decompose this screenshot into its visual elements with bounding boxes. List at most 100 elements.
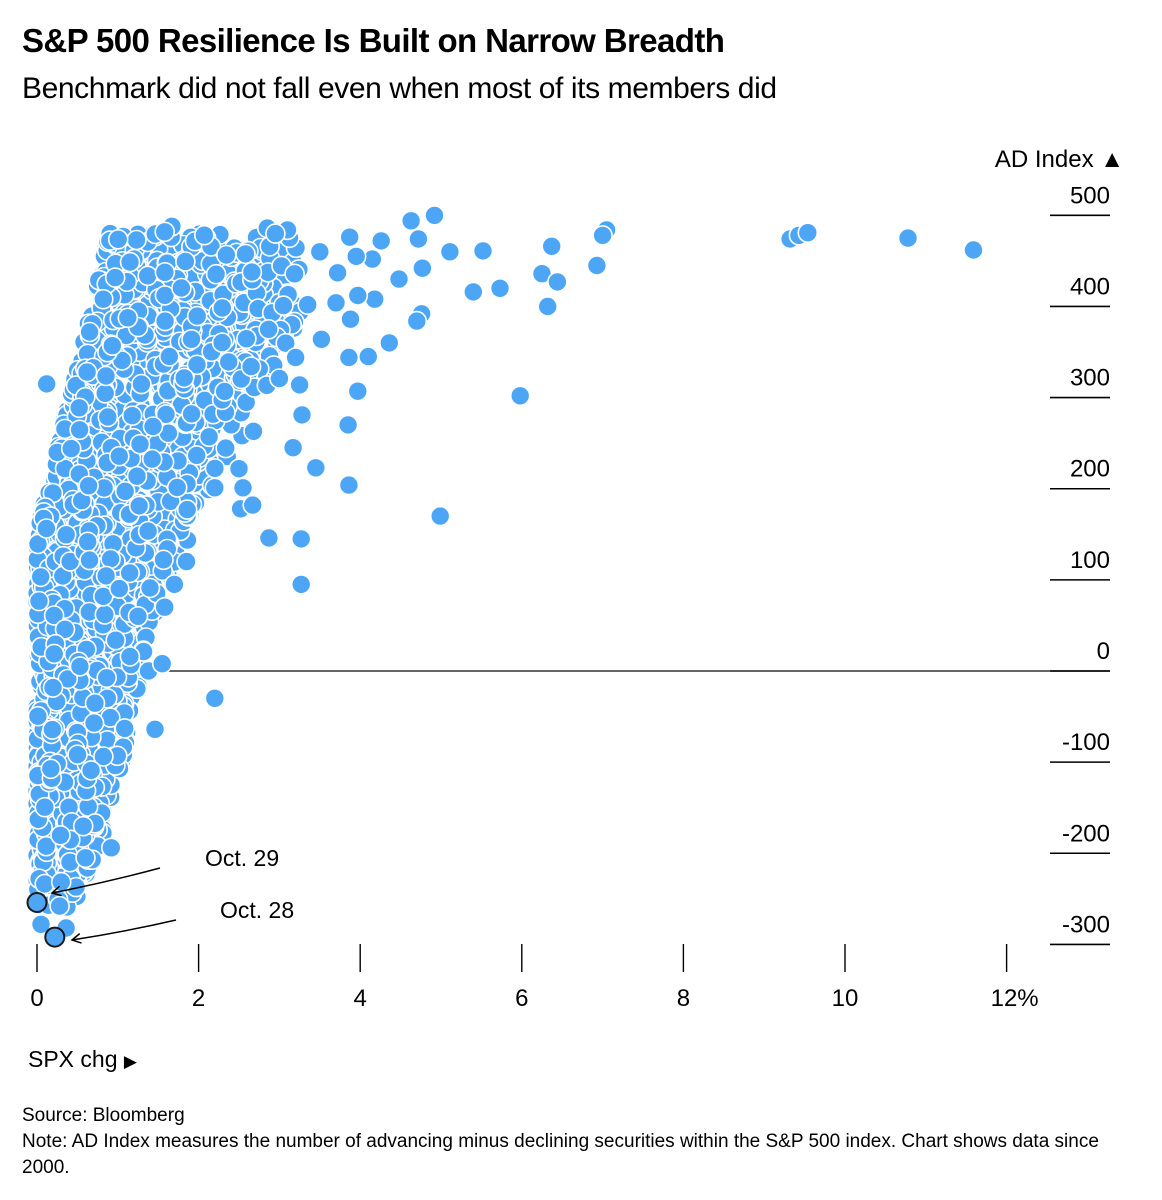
data-point [378, 332, 400, 354]
x-tick-label: 0 [30, 985, 43, 1012]
data-point [35, 835, 57, 857]
data-point [204, 477, 226, 499]
data-point [176, 499, 198, 520]
data-point [119, 251, 141, 273]
data-point [43, 643, 65, 665]
x-tick-label: 10 [832, 985, 859, 1012]
data-point [126, 229, 147, 251]
data-point [347, 380, 369, 402]
data-point [100, 548, 121, 570]
arrowhead-icon [50, 885, 62, 897]
data-point [243, 420, 264, 442]
data-point [144, 718, 166, 740]
data-point [34, 796, 56, 818]
data-point [412, 257, 433, 279]
y-axis-label: AD Index ▲ [995, 146, 1124, 173]
y-tick-label: -200 [1062, 820, 1110, 847]
data-point [84, 692, 106, 714]
data-point [69, 656, 91, 677]
data-point [69, 419, 90, 441]
data-point [282, 437, 304, 459]
data-point [95, 365, 117, 387]
data-point [291, 404, 313, 426]
data-point [214, 381, 235, 402]
x-tick-label: 12% [991, 985, 1039, 1012]
data-point [439, 241, 461, 263]
data-point [141, 448, 163, 470]
x-tick-label: 6 [515, 985, 528, 1012]
data-point [236, 328, 257, 350]
data-point [42, 719, 63, 740]
x-axis-label-text: SPX chg [28, 1046, 118, 1072]
annotation-label: Oct. 28 [220, 897, 294, 923]
y-tick-label: 200 [1070, 456, 1110, 483]
data-point [963, 239, 984, 261]
data-point [370, 230, 392, 252]
methodology-note: Note: AD Index measures the number of ad… [22, 1131, 1099, 1178]
data-point [139, 577, 161, 599]
data-point [232, 477, 254, 499]
data-point [181, 403, 202, 425]
data-point [198, 426, 220, 448]
y-tick-label: 400 [1070, 273, 1110, 300]
x-tick-label: 8 [677, 985, 690, 1012]
data-point [114, 480, 136, 502]
data-point [408, 228, 429, 250]
data-point [40, 758, 62, 780]
data-point [102, 335, 123, 357]
data-point [400, 210, 422, 232]
data-point [36, 518, 57, 539]
data-point [36, 373, 58, 395]
data-point [164, 574, 185, 595]
data-point [240, 356, 262, 377]
data-point [107, 229, 129, 250]
data-point [96, 667, 117, 689]
data-point [290, 574, 312, 595]
data-point [347, 285, 369, 306]
data-point [339, 226, 361, 248]
data-point [325, 292, 347, 314]
data-point [242, 494, 263, 516]
data-point [345, 246, 367, 267]
data-point [472, 240, 494, 262]
y-tick-label: -100 [1062, 729, 1110, 756]
points-layer [26, 205, 984, 948]
x-tick-label: 4 [354, 985, 367, 1012]
data-point [285, 347, 306, 368]
data-point [114, 718, 135, 739]
data-point [154, 596, 175, 618]
data-point [216, 244, 237, 266]
annotation-arrow [71, 919, 177, 941]
data-point [80, 760, 102, 781]
data-point [142, 416, 164, 437]
data-point [273, 295, 294, 316]
highlighted-point [44, 926, 66, 948]
data-point [54, 618, 76, 640]
data-point [357, 346, 379, 367]
data-point [175, 251, 196, 272]
chart-title: S&P 500 Resilience Is Built on Narrow Br… [22, 22, 725, 59]
x-tick-label: 2 [192, 985, 205, 1012]
data-point [137, 520, 159, 542]
data-point [93, 288, 114, 310]
data-point [151, 653, 173, 675]
footer: Source: Bloomberg Note: AD Index measure… [22, 1103, 1142, 1181]
data-point [509, 385, 531, 407]
data-point [75, 847, 96, 869]
data-point [305, 457, 327, 479]
data-point [194, 224, 215, 246]
data-point [72, 815, 94, 837]
chart-subtitle: Benchmark did not fall even when most of… [22, 72, 777, 105]
data-point [541, 236, 563, 257]
data-point [104, 267, 126, 288]
y-tick-label: 300 [1070, 365, 1110, 392]
data-point [388, 268, 410, 290]
data-point [406, 310, 428, 332]
data-point [119, 562, 140, 584]
data-point [154, 261, 176, 283]
data-point [28, 590, 50, 612]
data-point [97, 406, 119, 428]
data-point [897, 227, 919, 249]
data-point [137, 265, 158, 287]
data-point [181, 328, 202, 350]
